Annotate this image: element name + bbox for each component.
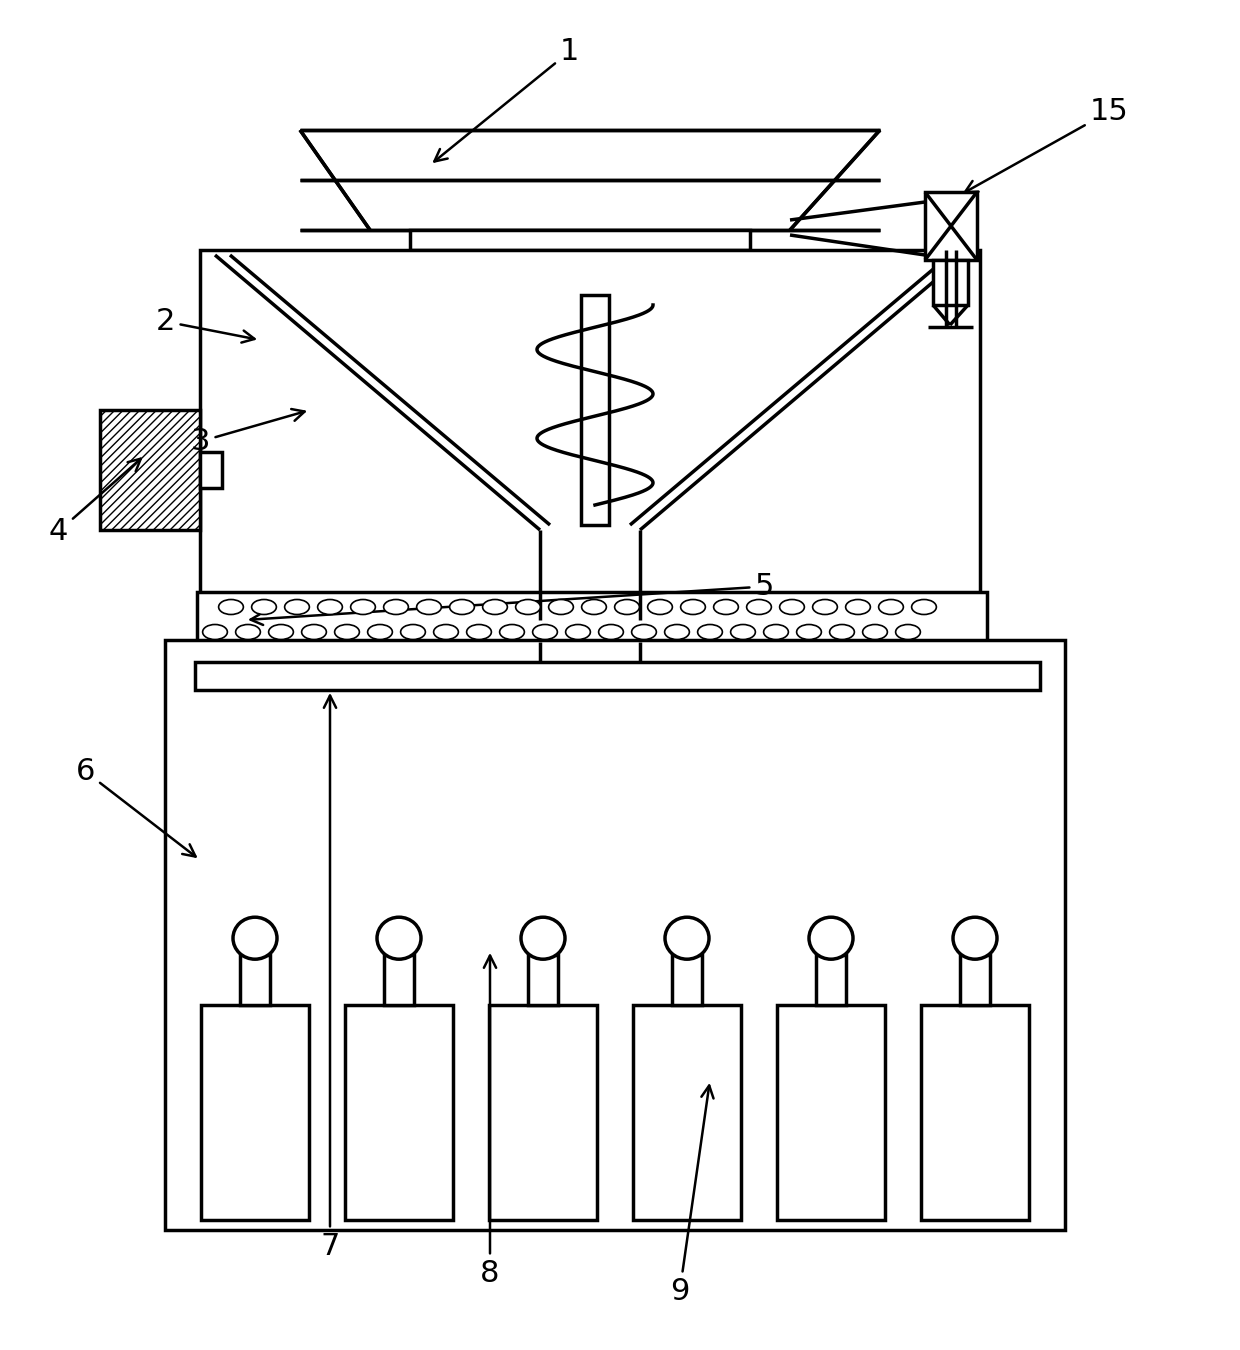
Ellipse shape	[548, 599, 573, 614]
Text: 4: 4	[48, 459, 141, 545]
Bar	[100, 410, 200, 531]
Ellipse shape	[417, 599, 441, 614]
Bar	[384, 954, 414, 1004]
Bar	[672, 954, 702, 1004]
Ellipse shape	[846, 599, 870, 614]
Ellipse shape	[647, 599, 672, 614]
Bar	[410, 230, 750, 250]
Ellipse shape	[665, 625, 689, 640]
Ellipse shape	[317, 599, 342, 614]
Ellipse shape	[202, 625, 227, 640]
Ellipse shape	[521, 917, 565, 960]
Bar	[777, 1004, 885, 1220]
Bar	[528, 954, 558, 1004]
Bar	[816, 954, 846, 1004]
Ellipse shape	[351, 599, 376, 614]
Ellipse shape	[780, 599, 805, 614]
Ellipse shape	[377, 917, 422, 960]
Text: 5: 5	[250, 572, 774, 625]
Ellipse shape	[252, 599, 277, 614]
Bar	[921, 1004, 1029, 1220]
Ellipse shape	[808, 917, 853, 960]
Bar	[489, 1004, 596, 1220]
Text: 7: 7	[320, 695, 340, 1261]
Text: 6: 6	[76, 757, 196, 857]
Ellipse shape	[269, 625, 294, 640]
Ellipse shape	[615, 599, 640, 614]
Ellipse shape	[233, 917, 277, 960]
Bar	[201, 1004, 309, 1220]
Bar	[200, 250, 980, 620]
Bar	[165, 640, 1065, 1230]
Ellipse shape	[401, 625, 425, 640]
Text: 3: 3	[191, 409, 305, 456]
Ellipse shape	[830, 625, 854, 640]
Ellipse shape	[383, 599, 408, 614]
Bar	[932, 261, 968, 305]
Ellipse shape	[236, 625, 260, 640]
Ellipse shape	[285, 599, 309, 614]
Text: 8: 8	[480, 956, 500, 1288]
Ellipse shape	[466, 625, 491, 640]
Ellipse shape	[681, 599, 706, 614]
Ellipse shape	[954, 917, 997, 960]
Ellipse shape	[863, 625, 888, 640]
Text: 9: 9	[670, 1085, 713, 1305]
Bar	[241, 954, 270, 1004]
Ellipse shape	[335, 625, 360, 640]
Ellipse shape	[796, 625, 821, 640]
Ellipse shape	[516, 599, 541, 614]
Text: 1: 1	[434, 36, 579, 162]
Bar	[200, 452, 222, 487]
Ellipse shape	[301, 625, 326, 640]
Ellipse shape	[714, 599, 738, 614]
Ellipse shape	[665, 917, 709, 960]
Ellipse shape	[582, 599, 606, 614]
Bar	[632, 1004, 742, 1220]
Bar	[582, 296, 609, 525]
Ellipse shape	[730, 625, 755, 640]
Ellipse shape	[599, 625, 624, 640]
Ellipse shape	[500, 625, 525, 640]
Text: 2: 2	[156, 306, 254, 343]
Ellipse shape	[812, 599, 837, 614]
Text: 15: 15	[965, 97, 1128, 192]
Ellipse shape	[450, 599, 475, 614]
Ellipse shape	[434, 625, 459, 640]
Ellipse shape	[631, 625, 656, 640]
Bar	[925, 192, 977, 261]
Polygon shape	[300, 130, 880, 230]
Ellipse shape	[698, 625, 723, 640]
Ellipse shape	[879, 599, 904, 614]
Bar	[960, 954, 990, 1004]
Bar	[197, 593, 987, 643]
Ellipse shape	[218, 599, 243, 614]
Ellipse shape	[533, 625, 557, 640]
Ellipse shape	[911, 599, 936, 614]
Ellipse shape	[565, 625, 590, 640]
Ellipse shape	[482, 599, 507, 614]
Ellipse shape	[367, 625, 392, 640]
Ellipse shape	[746, 599, 771, 614]
Ellipse shape	[764, 625, 789, 640]
Ellipse shape	[895, 625, 920, 640]
Bar	[345, 1004, 453, 1220]
Bar	[195, 662, 1040, 690]
